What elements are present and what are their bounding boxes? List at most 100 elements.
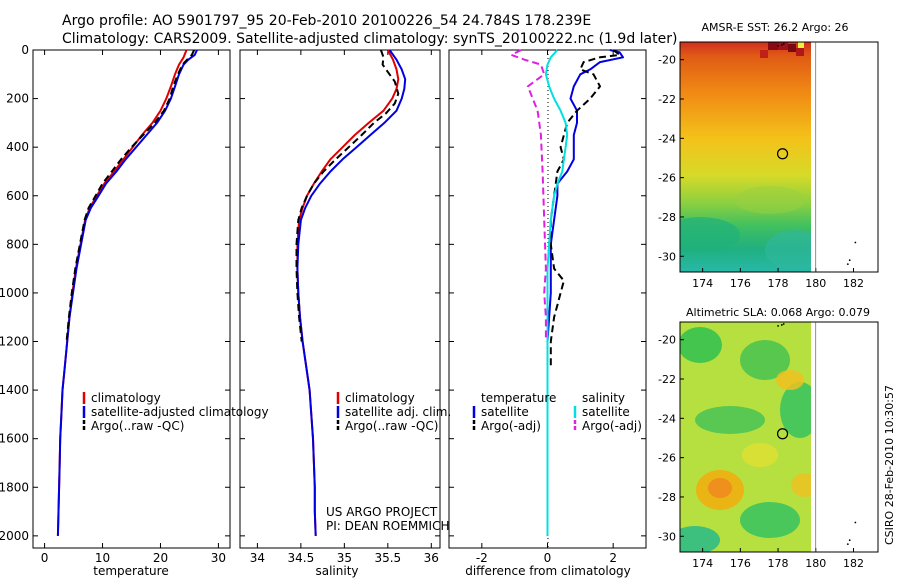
- salinity-xlabel: salinity: [315, 564, 358, 578]
- map-y-tick-label: -24: [658, 412, 676, 425]
- map-x-tick-label: 180: [805, 557, 826, 570]
- legend-sal-climatology: climatology: [345, 391, 415, 405]
- sst-hot-pixel: [778, 42, 788, 50]
- project-note-line-2: PI: DEAN ROEMMICH: [326, 519, 449, 533]
- sst-map-frame: [679, 41, 879, 273]
- map-y-tick-label: -26: [658, 452, 676, 465]
- sst-hot-pixel: [796, 48, 804, 56]
- sla-patch: [780, 382, 811, 438]
- legend-diff-temp-satellite: satellite: [481, 405, 529, 419]
- map-y-tick-label: -22: [658, 93, 676, 106]
- map-x-tick-label: 178: [768, 277, 789, 290]
- island-mark: [777, 325, 779, 327]
- sla-map-frame: [679, 321, 879, 553]
- map-y-tick-label: -20: [658, 54, 676, 67]
- y-tick-label: 1600: [0, 432, 29, 446]
- legend-temp-satellite: satellite-adjusted climatology: [91, 405, 269, 419]
- map-y-tick-label: -28: [658, 211, 676, 224]
- series-line: [56, 49, 198, 536]
- x-tick-label: 0: [41, 551, 49, 565]
- map-x-tick-label: 176: [730, 277, 751, 290]
- sst-map-marks: [776, 42, 857, 272]
- y-tick-label: 1200: [0, 335, 29, 349]
- island-mark: [780, 324, 783, 326]
- map-y-tick-label: -20: [658, 334, 676, 347]
- salinity-panel: 34 34.5 35 35.5 36 salinity climatology sate…: [239, 49, 451, 578]
- sst-patch: [680, 217, 740, 253]
- salinity-axes-frame: [239, 49, 441, 549]
- sla-patch: [695, 406, 765, 434]
- y-tick-label: 600: [6, 189, 29, 203]
- x-tick-label: 30: [211, 551, 226, 565]
- sla-patch: [742, 443, 778, 467]
- series-line: [56, 49, 188, 536]
- project-note-line-1: US ARGO PROJECT: [326, 505, 438, 519]
- map-y-tick-label: -24: [658, 132, 676, 145]
- legend-diff-temp-heading: temperature: [481, 391, 556, 405]
- legend-diff-sal-satellite: satellite: [582, 405, 630, 419]
- island-mark: [848, 539, 851, 542]
- map-y-tick-label: -30: [658, 530, 676, 543]
- sla-map-marks: [776, 322, 857, 552]
- y-tick-label: 2000: [0, 529, 29, 543]
- title-line-2: Climatology: CARS2009. Satellite-adjuste…: [62, 31, 677, 47]
- legend-sal-satellite: satellite adj. clim.: [345, 405, 451, 419]
- series-line: [65, 49, 196, 342]
- island-mark: [777, 45, 779, 47]
- x-tick-label: 35.5: [374, 551, 401, 565]
- y-tick-label: 1000: [0, 286, 29, 300]
- salinity-ticks: 34 34.5 35 35.5 36: [240, 49, 440, 565]
- temperature-panel: 0 10 20 30 0 200 400 600 800 1000 1200 1400 1600 1800…: [0, 43, 269, 578]
- salinity-legend: climatology satellite adj. clim. Argo(..…: [336, 391, 451, 433]
- difference-xlabel: difference from climatology: [465, 564, 631, 578]
- legend-diff-sal-argo: Argo(-adj): [582, 419, 642, 433]
- map-x-tick-label: 178: [768, 557, 789, 570]
- sla-patch: [776, 370, 804, 390]
- y-tick-label: 800: [6, 237, 29, 251]
- legend-temp-climatology: climatology: [91, 391, 161, 405]
- x-tick-label: -2: [476, 551, 488, 565]
- sst-map-ticks: 174 176 178 180 182 -20 -22 -24 -26 -28 -30: [658, 54, 864, 290]
- map-x-tick-label: 174: [692, 277, 713, 290]
- sst-map-panel: AMSR-E SST: 26.2 Argo: 26 174 176 178 180 18…: [658, 21, 879, 290]
- sst-hot-pixel: [798, 42, 804, 48]
- map-x-tick-label: 182: [843, 557, 864, 570]
- map-y-tick-label: -30: [658, 250, 676, 263]
- x-tick-label: 34.5: [288, 551, 315, 565]
- title-line-1: Argo profile: AO 5901797_95 20-Feb-2010 …: [62, 13, 591, 29]
- temperature-legend: climatology satellite-adjusted climatolo…: [82, 391, 269, 433]
- sst-hot-pixel: [760, 50, 768, 58]
- sst-hot-pixel: [788, 44, 796, 52]
- sst-field: [680, 42, 811, 272]
- sla-map-panel: Altimetric SLA: 0.068 Argo: 0.079 174 176…: [658, 306, 879, 570]
- x-tick-label: 36: [424, 551, 439, 565]
- y-tick-label: 0: [21, 43, 29, 57]
- argo-profile-marker: [776, 428, 789, 440]
- map-y-tick-label: -26: [658, 172, 676, 185]
- map-x-tick-label: 180: [805, 277, 826, 290]
- difference-ticks: -2 0 2: [449, 49, 646, 565]
- map-x-tick-label: 176: [730, 557, 751, 570]
- island-mark: [780, 44, 783, 46]
- x-tick-label: 0: [544, 551, 552, 565]
- sla-patch: [680, 327, 722, 363]
- series-line: [544, 49, 569, 536]
- salinity-lines: [295, 49, 407, 536]
- difference-legend: temperature satellite Argo(-adj) salinit…: [472, 391, 642, 433]
- sla-patch: [791, 473, 811, 497]
- island-mark: [848, 259, 851, 262]
- sla-map-ticks: 174 176 178 180 182 -20 -22 -24 -26 -28 -30: [658, 334, 864, 570]
- x-tick-label: 2: [609, 551, 617, 565]
- y-tick-label: 400: [6, 140, 29, 154]
- legend-diff-temp-argo: Argo(-adj): [481, 419, 541, 433]
- map-y-tick-label: -22: [658, 373, 676, 386]
- island-mark: [846, 263, 849, 266]
- map-x-tick-label: 174: [692, 557, 713, 570]
- sst-patch: [735, 186, 805, 214]
- temperature-xlabel: temperature: [93, 564, 168, 578]
- y-tick-label: 1800: [0, 480, 29, 494]
- argo-profile-marker: [776, 148, 789, 160]
- sla-field: [680, 322, 811, 552]
- map-x-tick-label: 182: [843, 277, 864, 290]
